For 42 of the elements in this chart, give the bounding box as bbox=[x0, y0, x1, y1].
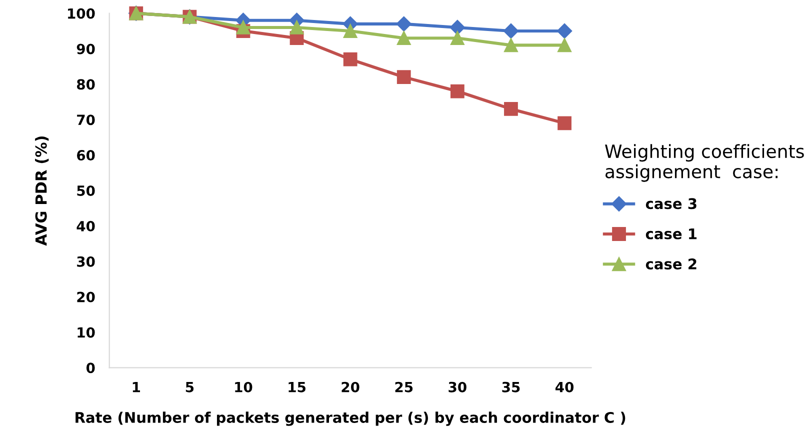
point bbox=[450, 20, 465, 36]
point bbox=[343, 52, 358, 66]
point bbox=[503, 23, 519, 39]
y-tick-label: 20 bbox=[77, 292, 95, 302]
x-tick-label: 30 bbox=[448, 382, 466, 392]
y-tick-label: 60 bbox=[76, 150, 95, 161]
x-tick-label: 25 bbox=[395, 382, 413, 392]
point bbox=[396, 16, 412, 32]
point bbox=[504, 102, 518, 116]
x-tick-label: 35 bbox=[502, 382, 520, 392]
y-tick-label: 40 bbox=[76, 220, 95, 232]
point bbox=[450, 31, 464, 46]
y-tick-label: 90 bbox=[76, 44, 95, 54]
legend-title: Weighting coefficients assignement case: bbox=[605, 144, 804, 182]
y-tick-label: 10 bbox=[78, 327, 95, 338]
legend-label: case 1 bbox=[646, 228, 697, 240]
x-tick-label: 10 bbox=[235, 382, 252, 392]
point bbox=[558, 116, 572, 130]
x-tick-label: 15 bbox=[288, 382, 306, 392]
y-tick-label: 50 bbox=[77, 185, 95, 196]
x-tick-label: 40 bbox=[555, 382, 574, 392]
y-tick-label: 30 bbox=[77, 256, 95, 267]
point bbox=[558, 38, 572, 52]
point bbox=[450, 84, 464, 98]
legend-label: case 3 bbox=[646, 198, 696, 210]
point bbox=[343, 24, 358, 38]
point bbox=[556, 23, 572, 39]
x-tick-label: 20 bbox=[342, 382, 360, 392]
y-tick-label: 70 bbox=[77, 114, 95, 126]
y-axis-title: AVG PDR (%) bbox=[35, 136, 49, 246]
point bbox=[396, 70, 411, 84]
point bbox=[236, 20, 250, 34]
point bbox=[290, 20, 304, 34]
x-tick-label: 5 bbox=[186, 382, 194, 392]
x-tick-label: 1 bbox=[132, 382, 140, 392]
legend-label: case 2 bbox=[646, 258, 696, 270]
y-tick-label: 0 bbox=[86, 362, 95, 374]
y-tick-label: 100 bbox=[68, 8, 95, 19]
point bbox=[396, 31, 411, 46]
point bbox=[504, 38, 518, 52]
y-tick-label: 80 bbox=[76, 79, 95, 90]
x-axis-title: Rate (Number of packets generated per (s) by each coordinator C ) bbox=[76, 412, 626, 426]
